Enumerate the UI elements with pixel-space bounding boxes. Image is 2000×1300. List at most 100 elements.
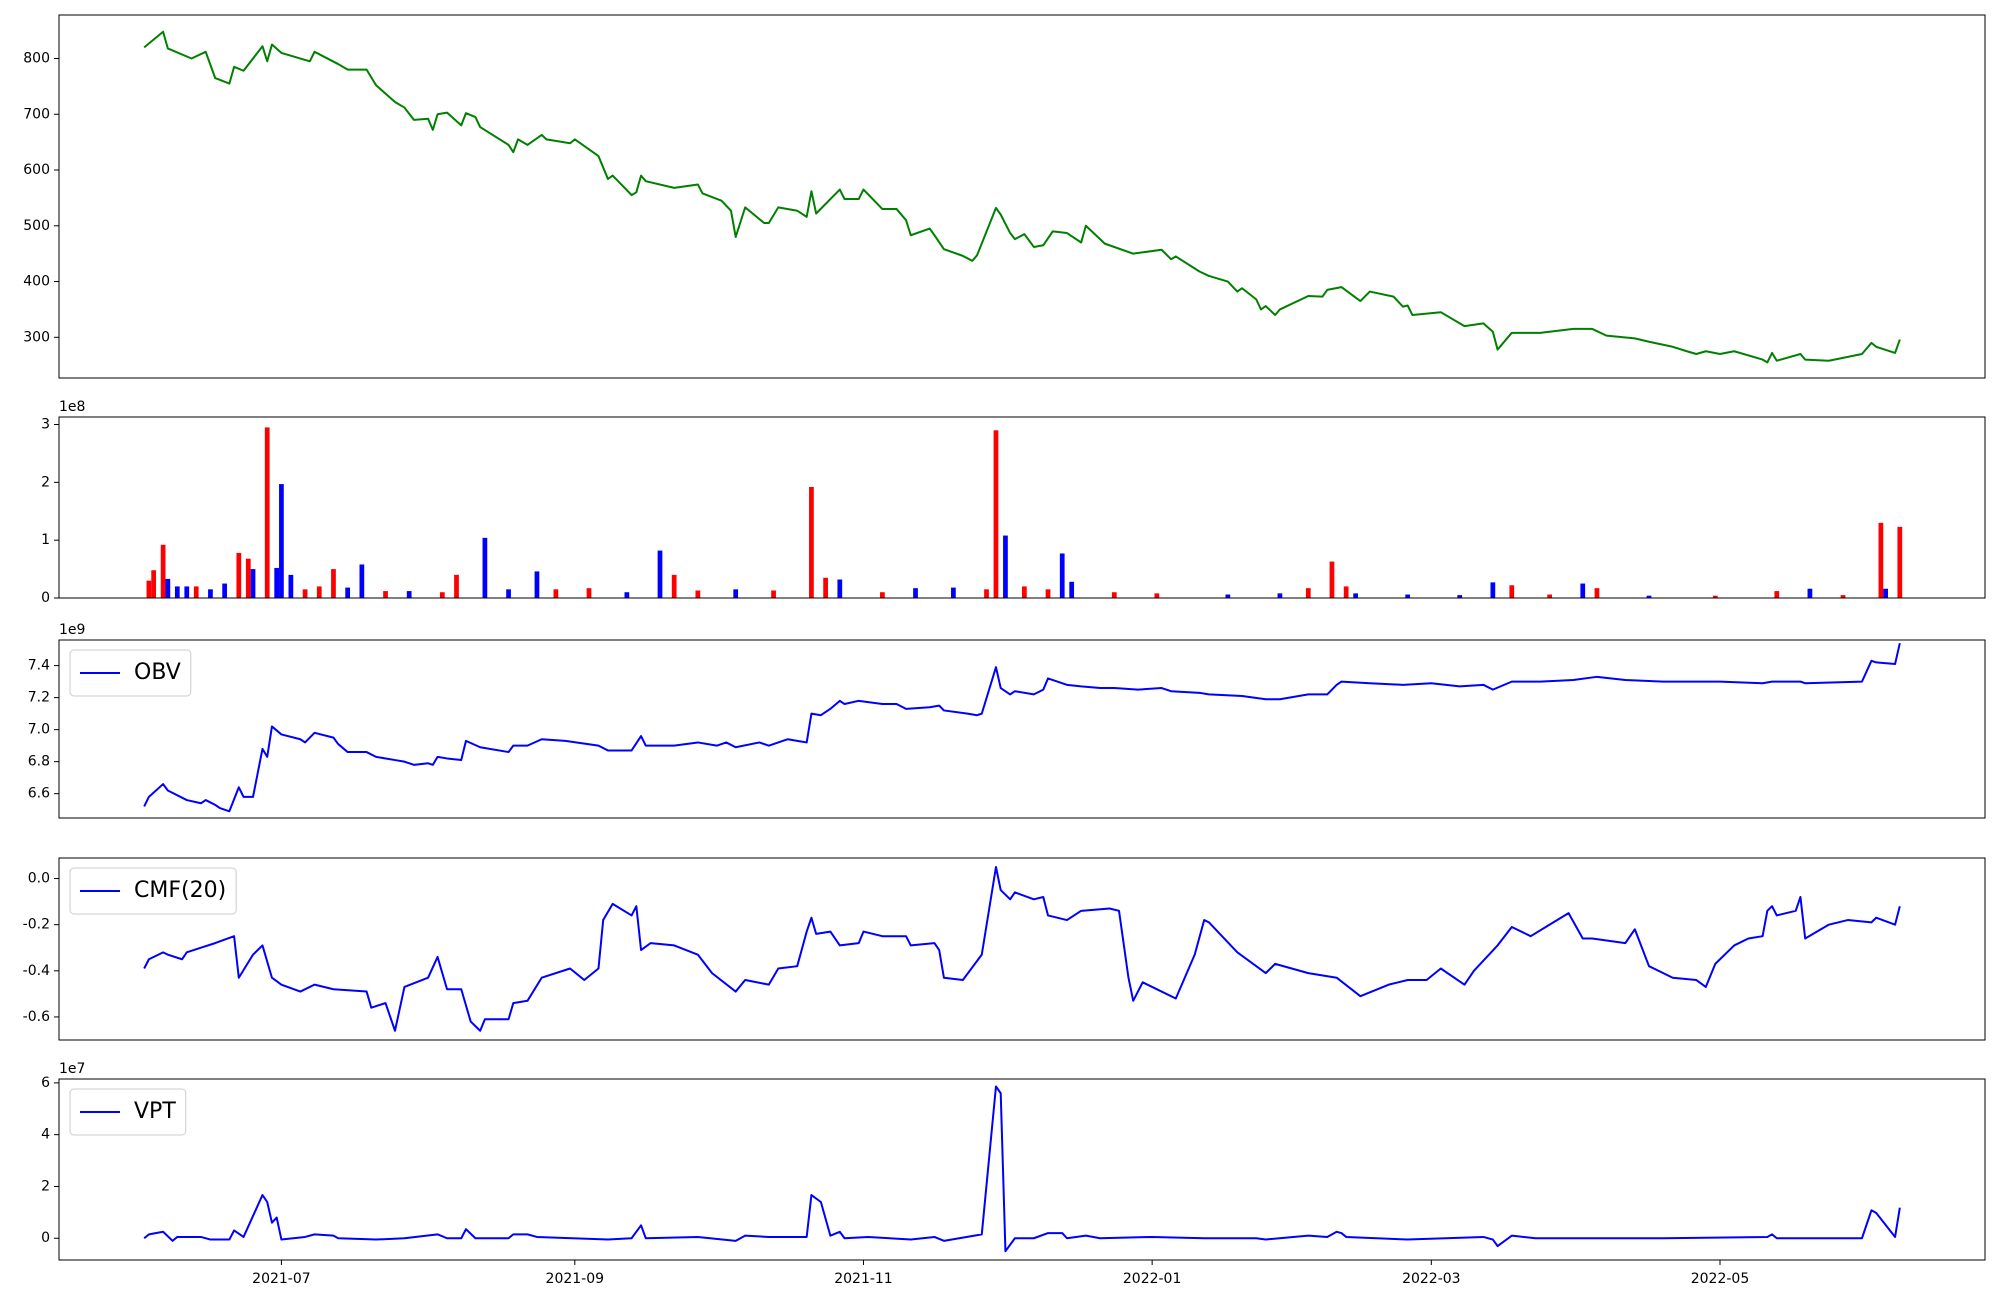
bar	[1343, 586, 1349, 598]
bar	[264, 427, 270, 598]
y-tick-label: 800	[23, 50, 50, 66]
x-tick-label: 2021-11	[834, 1271, 893, 1287]
legend-label: OBV	[134, 660, 181, 685]
bar	[1003, 535, 1008, 598]
y-tick-label: 7.0	[28, 722, 50, 738]
bar	[624, 592, 630, 598]
y-tick-label: 6.8	[28, 754, 50, 770]
panel: 0 1 2 3 1e8	[41, 399, 1986, 606]
bar	[208, 589, 213, 598]
y-tick-label: -0.6	[23, 1009, 50, 1025]
bar	[1022, 586, 1027, 598]
bar	[383, 591, 388, 598]
bar	[482, 537, 488, 598]
bar	[506, 589, 511, 598]
bar	[1594, 588, 1600, 598]
y-tick-label: 7.2	[28, 690, 50, 706]
bar	[951, 587, 956, 598]
bar	[1840, 595, 1846, 598]
bar	[1069, 581, 1075, 598]
bar	[316, 586, 322, 598]
axes-frame	[58, 857, 1986, 1041]
bar	[439, 592, 445, 598]
axes-frame	[58, 1078, 1986, 1261]
bar	[1277, 593, 1283, 598]
bar	[1646, 595, 1652, 598]
bar	[345, 587, 351, 598]
y-tick-label: 6.6	[28, 786, 50, 802]
bar	[1897, 526, 1903, 598]
y-tick-label: 700	[23, 106, 50, 122]
x-tick-label: 2021-07	[252, 1271, 311, 1287]
axis-offset-label: 1e9	[59, 622, 85, 638]
legend-box	[69, 1088, 187, 1136]
y-tick-label: 0.0	[28, 871, 50, 887]
y-tick-label: 3	[41, 417, 50, 433]
bar	[1405, 594, 1411, 598]
bar	[1353, 593, 1358, 598]
line-series	[143, 30, 1901, 364]
bar	[1329, 561, 1335, 598]
bar	[1580, 583, 1586, 598]
x-tick-label: 2021-09	[546, 1271, 605, 1287]
bar	[1059, 553, 1065, 598]
bar	[771, 590, 776, 598]
bar	[151, 570, 157, 598]
bar	[288, 574, 294, 598]
axis-offset-label: 1e8	[59, 399, 85, 415]
y-tick-label: 0	[41, 590, 50, 606]
bar	[406, 591, 412, 598]
bar	[1490, 582, 1496, 598]
y-tick-label: 7.4	[28, 658, 50, 674]
bar	[993, 430, 999, 598]
bar	[913, 588, 918, 598]
bar	[823, 577, 828, 598]
x-tick-label: 2022-01	[1123, 1271, 1182, 1287]
line-series	[143, 1085, 1901, 1253]
bar	[250, 569, 256, 598]
bar	[1807, 588, 1813, 598]
bar	[1712, 595, 1718, 598]
bar	[657, 550, 663, 598]
y-tick-label: 300	[23, 329, 50, 345]
bar	[454, 574, 459, 598]
bar	[160, 544, 166, 598]
bar	[880, 592, 885, 598]
bar	[809, 486, 814, 598]
panel: -0.6 -0.4 -0.2 0.0 CMF(20)	[23, 857, 1986, 1041]
legend-label: CMF(20)	[134, 878, 226, 903]
bar	[1457, 595, 1463, 598]
bar	[1154, 593, 1160, 598]
bar	[193, 586, 199, 598]
y-tick-label: 400	[23, 274, 50, 290]
bar	[359, 564, 365, 598]
bar	[1878, 522, 1884, 598]
bar	[222, 583, 227, 598]
bar	[1547, 594, 1553, 598]
legend-label: VPT	[134, 1099, 176, 1124]
legend-box	[69, 867, 237, 915]
bar	[274, 567, 280, 598]
panel: 0 2 4 6 1e7 2021-07 2021-09 2021-11 2022-01 2022-…	[41, 1061, 1986, 1287]
panel: 6.6 6.8 7.0 7.2 7.4 1e9 OBV	[28, 622, 1986, 819]
y-tick-label: 6	[41, 1075, 50, 1091]
legend-box	[69, 649, 192, 697]
bar	[1509, 585, 1515, 598]
bar	[695, 590, 701, 598]
bar	[534, 571, 540, 598]
y-tick-label: 4	[41, 1127, 50, 1143]
axes-frame	[58, 14, 1986, 379]
bar	[146, 580, 152, 598]
bar	[245, 558, 251, 598]
bar	[984, 589, 989, 598]
bar	[165, 578, 171, 598]
bar	[302, 589, 308, 598]
bar	[671, 574, 677, 598]
bar	[279, 484, 284, 598]
bar	[586, 588, 592, 598]
line-series	[143, 866, 1901, 1032]
axes-frame	[58, 639, 1986, 819]
axis-offset-label: 1e7	[59, 1061, 85, 1077]
